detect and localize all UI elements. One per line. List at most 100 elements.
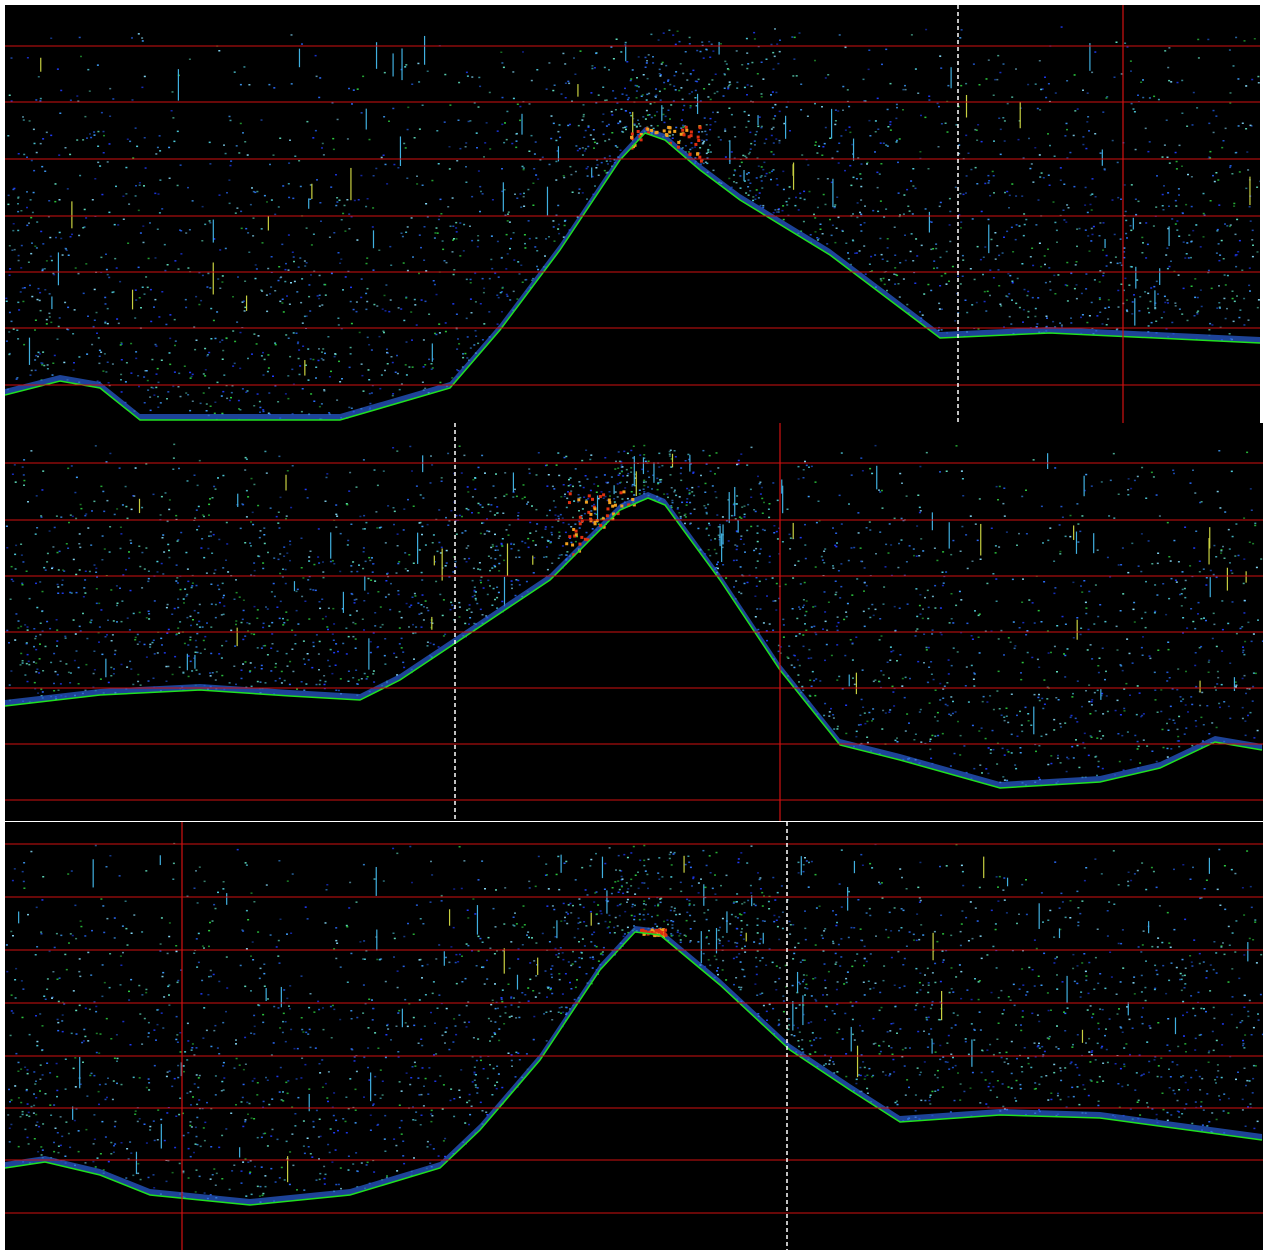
echo-speck	[912, 260, 914, 262]
echo-speck	[811, 466, 813, 468]
echo-speck	[70, 236, 72, 238]
echo-speck	[482, 193, 484, 195]
echo-speck	[735, 518, 737, 520]
echo-speck	[261, 665, 263, 667]
echo-speck	[1201, 692, 1203, 694]
echo-speck	[470, 279, 472, 281]
echo-speck	[210, 584, 212, 586]
echo-speck	[155, 387, 157, 389]
echo-speck	[755, 134, 757, 136]
echo-speck	[302, 388, 304, 390]
echo-speck	[78, 235, 80, 237]
echo-speck	[273, 557, 275, 559]
echo-speck	[798, 606, 800, 608]
echo-speck	[473, 344, 475, 346]
echo-speck	[42, 269, 44, 271]
echo-speck	[1003, 63, 1005, 65]
echo-speck	[642, 94, 644, 96]
echo-speck	[805, 558, 807, 560]
echo-speck	[708, 523, 710, 525]
echo-speck	[133, 495, 135, 497]
echo-speck	[372, 226, 374, 228]
echo-speck	[488, 531, 490, 533]
echo-speck	[978, 637, 980, 639]
echo-speck	[247, 154, 249, 156]
echo-speck	[613, 498, 615, 500]
echo-speck	[441, 477, 443, 479]
echo-speck	[940, 202, 942, 204]
echo-speck	[203, 373, 205, 375]
echo-speck	[558, 532, 560, 534]
echo-speck	[230, 120, 232, 122]
echo-speck	[68, 255, 70, 257]
echo-speck	[141, 587, 143, 589]
echo-speck	[1218, 302, 1220, 304]
echo-speck	[1058, 699, 1060, 701]
echo-speck	[1016, 545, 1018, 547]
echo-speck	[962, 495, 964, 497]
echo-speck	[41, 364, 43, 366]
echo-speck	[76, 477, 78, 479]
echo-speck	[874, 151, 876, 153]
echo-speck	[1007, 722, 1009, 724]
echo-speck	[1009, 275, 1011, 277]
echo-speck	[337, 651, 339, 653]
echo-speck	[20, 267, 22, 269]
echo-speck	[225, 248, 227, 250]
echo-speck	[116, 508, 118, 510]
echo-speck	[1035, 308, 1037, 310]
echo-speck	[104, 353, 106, 355]
echo-speck	[952, 266, 954, 268]
echo-speck	[1015, 768, 1017, 770]
echo-speck	[275, 344, 277, 346]
echo-speck	[265, 606, 267, 608]
echo-speck	[475, 598, 477, 600]
echo-speck	[953, 647, 955, 649]
echo-speck	[362, 568, 364, 570]
echo-speck	[265, 682, 267, 684]
echo-speck	[35, 99, 37, 101]
echo-hot	[698, 156, 701, 159]
echo-speck	[515, 579, 517, 581]
echo-speck	[952, 713, 954, 715]
echo-speck	[829, 711, 831, 713]
echo-speck	[79, 175, 81, 177]
echo-speck	[1085, 288, 1087, 290]
echo-speck	[443, 635, 445, 637]
echo-speck	[1165, 254, 1167, 256]
echo-speck	[352, 622, 354, 624]
echo-speck	[1238, 555, 1240, 557]
echo-speck	[825, 127, 827, 129]
echo-speck	[939, 206, 941, 208]
echo-speck	[1135, 199, 1137, 201]
echo-speck	[449, 168, 451, 170]
echo-speck	[94, 564, 96, 566]
echo-speck	[1178, 274, 1180, 276]
echo-speck	[710, 118, 712, 120]
echo-speck	[965, 685, 967, 687]
echo-speck	[128, 203, 130, 205]
echo-speck	[66, 328, 68, 330]
echo-speck	[308, 560, 310, 562]
echo-speck	[515, 133, 517, 135]
echo-speck	[1227, 275, 1229, 277]
echo-speck	[450, 510, 452, 512]
echo-speck	[406, 341, 408, 343]
echo-speck	[319, 77, 321, 79]
echo-speck	[425, 270, 427, 272]
echo-speck	[905, 677, 907, 679]
echo-speck	[1005, 295, 1007, 297]
echo-speck	[190, 616, 192, 618]
echo-speck	[459, 616, 461, 618]
echo-speck	[889, 660, 891, 662]
echo-speck	[209, 672, 211, 674]
echo-speck	[36, 247, 38, 249]
echo-speck	[787, 509, 789, 511]
echo-speck	[979, 652, 981, 654]
echo-speck	[79, 547, 81, 549]
echo-speck	[210, 338, 212, 340]
echo-speck	[1011, 734, 1013, 736]
echo-speck	[520, 193, 522, 195]
echo-speck	[462, 353, 464, 355]
echo-speck	[82, 613, 84, 615]
